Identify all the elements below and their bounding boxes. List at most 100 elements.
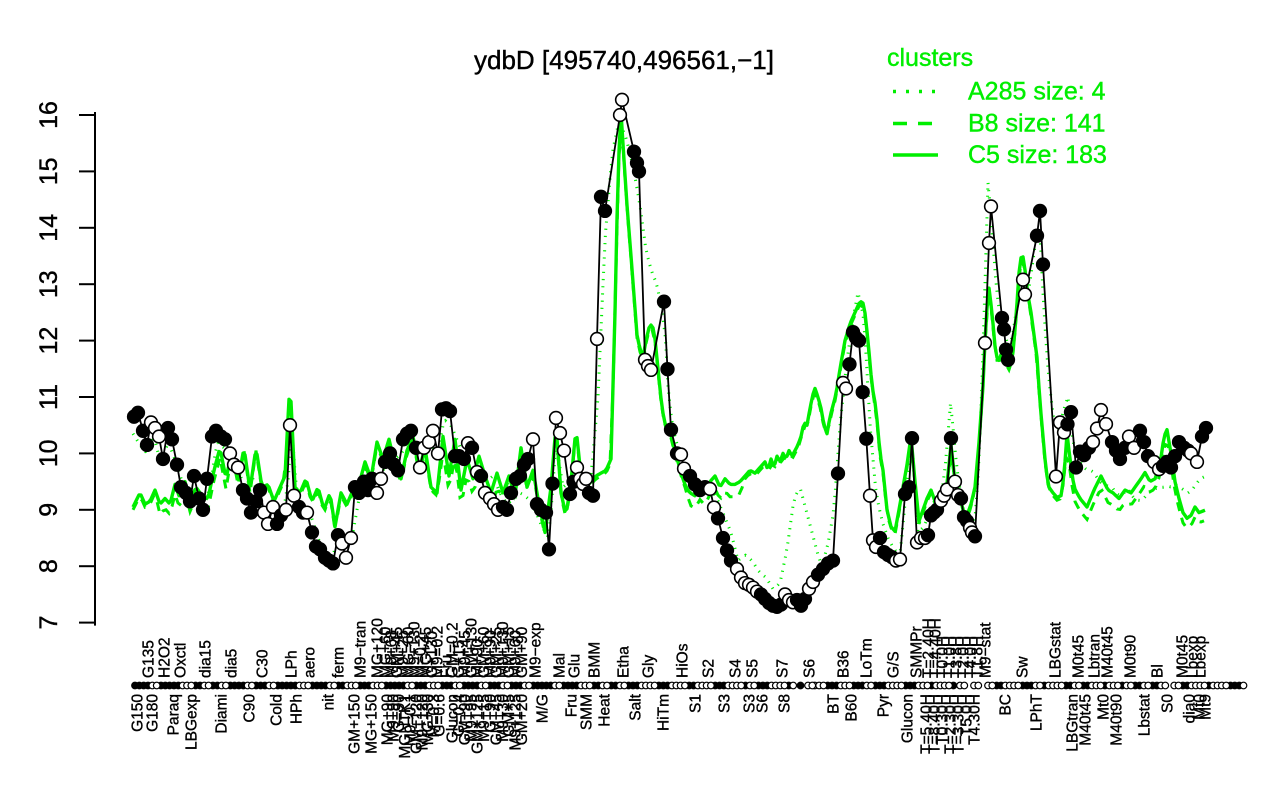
svg-text:S2: S2 (701, 659, 718, 678)
svg-text:Mt0: Mt0 (1096, 694, 1113, 720)
svg-text:S4: S4 (728, 659, 745, 678)
svg-text:S3: S3 (742, 694, 759, 713)
svg-text:S3: S3 (717, 694, 734, 713)
svg-text:Bl: Bl (1150, 664, 1167, 678)
svg-text:M0t45: M0t45 (1175, 635, 1192, 678)
svg-text:T=8.40H: T=8.40H (927, 694, 944, 754)
svg-text:nit: nit (321, 693, 338, 710)
svg-text:GM=0.2: GM=0.2 (445, 622, 462, 678)
svg-text:Lbexp: Lbexp (1185, 636, 1202, 678)
svg-text:G+130: G+130 (424, 631, 441, 678)
svg-text:16: 16 (35, 101, 63, 129)
svg-text:M/G: M/G (535, 694, 552, 723)
svg-text:Diami: Diami (214, 694, 231, 734)
svg-text:GM+125: GM+125 (470, 694, 487, 754)
svg-text:M9+25: M9+25 (395, 630, 412, 678)
svg-text:S6: S6 (802, 659, 819, 678)
svg-text:T0:0H: T0:0H (935, 636, 952, 678)
svg-text:M9+90: M9+90 (482, 630, 499, 678)
svg-text:M9+15: M9+15 (476, 694, 493, 742)
svg-text:GM+90: GM+90 (514, 626, 531, 678)
svg-text:BMM: BMM (587, 642, 604, 678)
svg-text:M9+90: M9+90 (385, 694, 402, 742)
svg-text:Glucon: Glucon (900, 694, 917, 743)
svg-text:Fru: Fru (564, 694, 581, 717)
svg-text:HiOs: HiOs (675, 643, 692, 678)
svg-text:H2O2: H2O2 (157, 638, 174, 679)
svg-text:ydbD [495740,496561,−1]: ydbD [495740,496561,−1] (474, 45, 774, 75)
svg-text:BC: BC (998, 694, 1015, 716)
svg-text:B60: B60 (844, 694, 861, 722)
svg-text:C5 size: 183: C5 size: 183 (968, 141, 1107, 169)
svg-text:12: 12 (35, 327, 63, 355)
svg-text:S5: S5 (745, 659, 762, 678)
svg-text:GM+130: GM+130 (463, 618, 480, 678)
svg-text:dia15: dia15 (198, 640, 215, 678)
svg-text:Mal: Mal (552, 653, 569, 678)
svg-text:T1:8H: T1:8H (970, 636, 987, 678)
svg-text:T2:0H: T2:0H (956, 636, 973, 678)
svg-text:Lbstat: Lbstat (1137, 693, 1154, 736)
svg-text:M40t90: M40t90 (1109, 694, 1126, 746)
svg-text:C90: C90 (242, 694, 259, 723)
svg-text:Paraq: Paraq (166, 694, 183, 735)
svg-text:LBGtran: LBGtran (1065, 694, 1082, 752)
svg-text:GM+90: GM+90 (457, 694, 474, 746)
svg-text:M9=0.1: M9=0.1 (403, 694, 420, 746)
svg-text:LPh: LPh (284, 650, 301, 678)
svg-text:M9+130: M9+130 (495, 621, 512, 678)
svg-text:T0.30H: T0.30H (935, 694, 952, 745)
svg-text:T4:0H: T4:0H (963, 636, 980, 678)
svg-text:S7: S7 (775, 659, 792, 678)
svg-text:G=90: G=90 (391, 694, 408, 733)
svg-text:G=0.4: G=0.4 (451, 694, 468, 737)
svg-text:M9−stat: M9−stat (978, 622, 995, 678)
svg-text:B8 size: 141: B8 size: 141 (968, 110, 1106, 138)
svg-text:M9+120: M9+120 (414, 694, 431, 751)
svg-text:LPhT: LPhT (1029, 693, 1046, 731)
svg-text:Pyr: Pyr (876, 694, 893, 717)
svg-text:M9−tran: M9−tran (353, 621, 370, 678)
svg-text:LBGstat: LBGstat (1048, 621, 1065, 678)
svg-text:T1:0H: T1:0H (942, 636, 959, 678)
svg-text:9: 9 (35, 503, 63, 517)
svg-text:8: 8 (35, 559, 63, 573)
svg-text:M9+30: M9+30 (495, 694, 512, 742)
svg-text:GM+45: GM+45 (489, 694, 506, 745)
svg-text:ferm: ferm (331, 647, 348, 678)
svg-text:dia0: dia0 (1182, 694, 1199, 724)
svg-text:M9+95: M9+95 (463, 694, 480, 742)
svg-text:Gly: Gly (641, 655, 658, 679)
svg-text:M+90: M+90 (470, 638, 487, 678)
svg-text:A285 size: 4: A285 size: 4 (968, 78, 1106, 106)
svg-text:MGNTK1: MGNTK1 (397, 694, 414, 759)
svg-text:MG+45: MG+45 (418, 627, 435, 678)
svg-text:GM+20: GM+20 (514, 694, 531, 746)
svg-text:11: 11 (35, 384, 63, 410)
svg-text:M9+45: M9+45 (457, 630, 474, 678)
svg-text:Mt9: Mt9 (1198, 694, 1215, 720)
svg-text:MG+60: MG+60 (378, 626, 395, 678)
svg-text:GM+45: GM+45 (389, 627, 406, 678)
svg-text:G+90: G+90 (482, 694, 499, 733)
svg-text:T=3.30H: T=3.30H (951, 694, 968, 754)
svg-text:G150: G150 (130, 694, 147, 732)
svg-text:MG+30: MG+30 (420, 694, 437, 746)
svg-text:Mt0: Mt0 (1192, 694, 1209, 720)
svg-text:M0t90: M0t90 (1123, 635, 1140, 678)
svg-text:S8: S8 (777, 694, 794, 713)
svg-text:T=5.40H: T=5.40H (919, 694, 936, 754)
svg-text:S6: S6 (755, 694, 772, 713)
svg-text:M0t45: M0t45 (1071, 635, 1088, 678)
svg-text:HiTm: HiTm (656, 694, 673, 731)
svg-text:GM+5: GM+5 (501, 694, 518, 737)
svg-text:M40t45: M40t45 (1078, 694, 1095, 746)
svg-text:T=2.40H: T=2.40H (921, 618, 938, 678)
svg-text:T=4.40H: T=4.40H (928, 618, 945, 678)
svg-text:G/S: G/S (886, 651, 903, 678)
svg-text:M=0.3: M=0.3 (426, 694, 443, 738)
svg-text:10: 10 (35, 439, 63, 467)
svg-text:T5.0H: T5.0H (959, 694, 976, 736)
svg-text:Heat: Heat (597, 693, 614, 726)
svg-text:MG+120: MG+120 (370, 618, 387, 678)
